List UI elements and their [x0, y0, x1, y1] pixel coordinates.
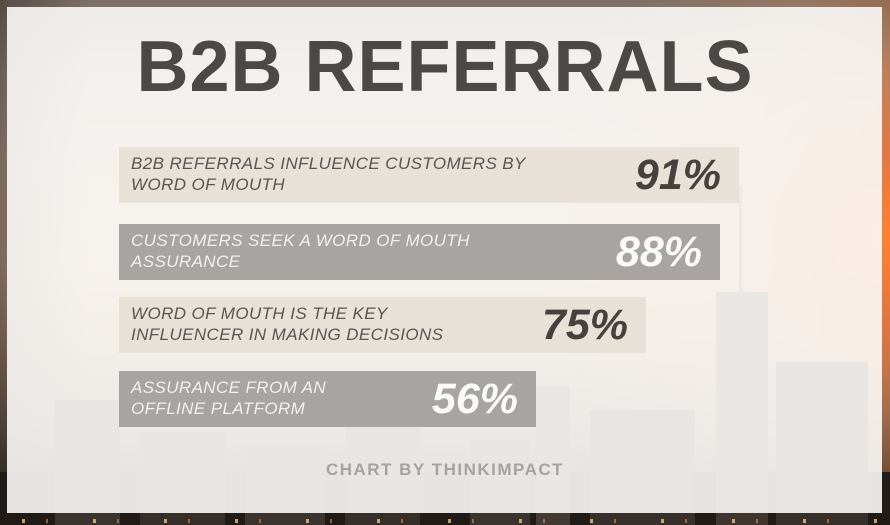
bar-label: B2B REFERRALS INFLUENCE CUSTOMERS BY WOR…	[131, 154, 526, 194]
bar-label: CUSTOMERS SEEK A WORD OF MOUTH ASSURANCE	[131, 231, 470, 271]
bar-row: B2B REFERRALS INFLUENCE CUSTOMERS BY WOR…	[119, 147, 739, 203]
bar-value: 88%	[615, 227, 702, 276]
bar-value: 75%	[541, 300, 628, 349]
bar-row: WORD OF MOUTH IS THE KEY INFLUENCER IN M…	[119, 297, 646, 353]
bar-label: WORD OF MOUTH IS THE KEY INFLUENCER IN M…	[131, 304, 444, 344]
city-lights	[0, 519, 890, 523]
bar-value: 56%	[431, 374, 518, 423]
bar-row: ASSURANCE FROM AN OFFLINE PLATFORM 56%	[119, 371, 536, 427]
bar-label: ASSURANCE FROM AN OFFLINE PLATFORM	[131, 378, 327, 418]
bar-row: CUSTOMERS SEEK A WORD OF MOUTH ASSURANCE…	[119, 224, 720, 280]
chart-title: B2B REFERRALS	[136, 27, 754, 107]
bar-value: 91%	[634, 150, 721, 199]
chart-credit: CHART BY THINKIMPACT	[325, 460, 565, 479]
